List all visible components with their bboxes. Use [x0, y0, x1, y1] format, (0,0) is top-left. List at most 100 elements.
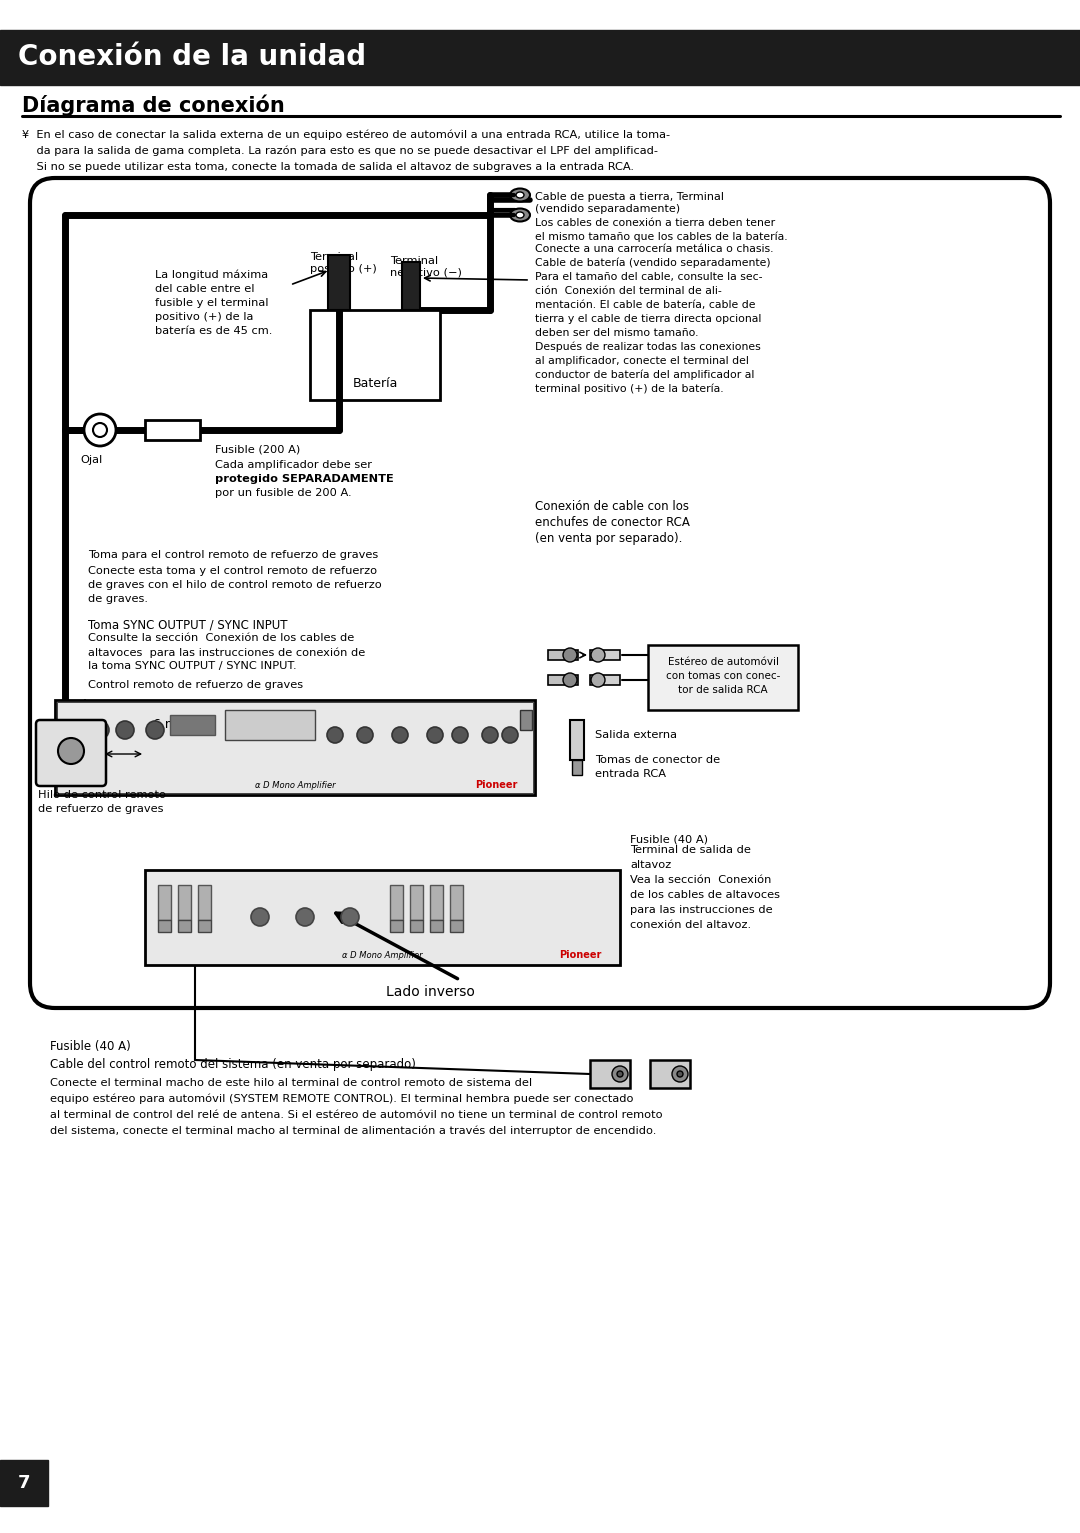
Text: al terminal de control del relé de antena. Si el estéreo de automóvil no tiene u: al terminal de control del relé de anten…: [50, 1110, 663, 1121]
Bar: [402, 262, 420, 310]
Text: protegido SEPARADAMENTE: protegido SEPARADAMENTE: [215, 474, 394, 484]
Text: da para la salida de gama completa. La razón para esto es que no se puede desact: da para la salida de gama completa. La r…: [22, 146, 658, 156]
Bar: [430, 920, 443, 932]
Text: conductor de batería del amplificador al: conductor de batería del amplificador al: [535, 369, 754, 380]
Text: de graves.: de graves.: [87, 593, 148, 604]
Bar: [57, 702, 534, 793]
Text: altavoces  para las instrucciones de conexión de: altavoces para las instrucciones de cone…: [87, 647, 365, 658]
Text: mentación. El cable de batería, cable de: mentación. El cable de batería, cable de: [535, 300, 756, 310]
Bar: [572, 760, 582, 776]
Text: Tomas de conector de: Tomas de conector de: [595, 754, 720, 765]
Bar: [60, 762, 72, 783]
Text: con tomas con conec-: con tomas con conec-: [665, 671, 780, 681]
Text: Conexión de la unidad: Conexión de la unidad: [18, 43, 366, 71]
Text: Después de realizar todas las conexiones: Después de realizar todas las conexiones: [535, 342, 760, 353]
Bar: [145, 871, 620, 964]
Circle shape: [251, 908, 269, 926]
Bar: [410, 885, 423, 920]
Text: Toma SYNC OUTPUT / SYNC INPUT: Toma SYNC OUTPUT / SYNC INPUT: [87, 618, 287, 632]
Circle shape: [482, 727, 498, 744]
Bar: [225, 710, 315, 740]
Text: deben ser del mismo tamaño.: deben ser del mismo tamaño.: [535, 328, 699, 337]
Text: Conecte esta toma y el control remoto de refuerzo: Conecte esta toma y el control remoto de…: [87, 566, 377, 576]
Text: Cable de puesta a tierra, Terminal
(vendido separadamente): Cable de puesta a tierra, Terminal (vend…: [535, 192, 724, 213]
Text: ción  Conexión del terminal de ali-: ción Conexión del terminal de ali-: [535, 287, 721, 296]
Bar: [78, 762, 90, 783]
Text: Control remoto de refuerzo de graves: Control remoto de refuerzo de graves: [87, 681, 303, 690]
Text: Terminal
positivo (+): Terminal positivo (+): [310, 251, 377, 273]
Bar: [390, 920, 403, 932]
Text: entrada RCA: entrada RCA: [595, 770, 666, 779]
Circle shape: [296, 908, 314, 926]
Bar: [328, 254, 350, 310]
Bar: [390, 885, 403, 920]
Ellipse shape: [672, 1065, 688, 1082]
Ellipse shape: [516, 192, 524, 198]
Text: 6 m: 6 m: [153, 717, 177, 731]
Text: MODE
SELECT: MODE SELECT: [181, 722, 202, 733]
Text: positivo (+) de la: positivo (+) de la: [156, 313, 254, 322]
Text: La longitud máxima: La longitud máxima: [156, 270, 268, 281]
Text: Fusible (40 A): Fusible (40 A): [630, 835, 708, 845]
Text: tor de salida RCA: tor de salida RCA: [678, 685, 768, 694]
Text: del cable entre el: del cable entre el: [156, 284, 255, 294]
Circle shape: [392, 727, 408, 744]
Bar: [548, 650, 578, 661]
Ellipse shape: [677, 1072, 683, 1078]
Text: Salida externa: Salida externa: [595, 730, 677, 740]
Text: Batería: Batería: [352, 377, 397, 389]
Bar: [55, 701, 535, 796]
Circle shape: [357, 727, 373, 744]
Text: al amplificador, conecte el terminal del: al amplificador, conecte el terminal del: [535, 356, 748, 366]
Circle shape: [502, 727, 518, 744]
Text: Si no se puede utilizar esta toma, conecte la tomada de salida el altavoz de sub: Si no se puede utilizar esta toma, conec…: [22, 162, 634, 172]
Text: ¥  En el caso de conectar la salida externa de un equipo estéreo de automóvil a : ¥ En el caso de conectar la salida exter…: [22, 130, 670, 141]
Text: Cable del control remoto del sistema (en venta por separado): Cable del control remoto del sistema (en…: [50, 1058, 416, 1072]
Text: de refuerzo de graves: de refuerzo de graves: [38, 803, 163, 814]
Text: α D Mono Amplifier: α D Mono Amplifier: [255, 780, 335, 789]
Text: Terminal
negativo (−): Terminal negativo (−): [390, 256, 462, 277]
Ellipse shape: [617, 1072, 623, 1078]
Text: Conecte a una carrocería metálica o chasis.: Conecte a una carrocería metálica o chas…: [535, 244, 773, 254]
Bar: [430, 885, 443, 920]
Bar: [0, 31, 1080, 84]
Bar: [158, 920, 171, 932]
Ellipse shape: [510, 208, 530, 221]
Text: del sistema, conecte el terminal macho al terminal de alimentación a través del : del sistema, conecte el terminal macho a…: [50, 1127, 657, 1136]
Text: altavoz: altavoz: [630, 860, 672, 871]
Bar: [170, 714, 215, 734]
Circle shape: [341, 908, 359, 926]
Bar: [410, 920, 423, 932]
Bar: [548, 675, 578, 685]
Text: Los cables de conexión a tierra deben tener: Los cables de conexión a tierra deben te…: [535, 218, 775, 228]
Text: Ojal: Ojal: [80, 455, 103, 464]
Text: terminal positivo (+) de la batería.: terminal positivo (+) de la batería.: [535, 383, 724, 394]
Text: Fusible (200 A): Fusible (200 A): [215, 445, 300, 455]
Circle shape: [591, 673, 605, 687]
FancyBboxPatch shape: [30, 178, 1050, 1009]
Text: para las instrucciones de: para las instrucciones de: [630, 904, 772, 915]
Text: conexión del altavoz.: conexión del altavoz.: [630, 920, 751, 931]
Text: 7: 7: [17, 1475, 30, 1492]
Circle shape: [327, 727, 343, 744]
Bar: [450, 920, 463, 932]
Ellipse shape: [516, 212, 524, 218]
Text: Para el tamaño del cable, consulte la sec-: Para el tamaño del cable, consulte la se…: [535, 271, 762, 282]
Bar: [158, 885, 171, 920]
Text: Hilo de control remoto: Hilo de control remoto: [38, 789, 166, 800]
Text: Conecte el terminal macho de este hilo al terminal de control remoto de sistema : Conecte el terminal macho de este hilo a…: [50, 1078, 532, 1088]
Circle shape: [93, 423, 107, 437]
Text: Cable de batería (vendido separadamente): Cable de batería (vendido separadamente): [535, 258, 771, 268]
Text: Vea la sección  Conexión: Vea la sección Conexión: [630, 875, 771, 885]
Bar: [198, 920, 211, 932]
Circle shape: [591, 648, 605, 662]
Bar: [648, 645, 798, 710]
Bar: [198, 885, 211, 920]
Circle shape: [58, 737, 84, 763]
Text: Díagrama de conexión: Díagrama de conexión: [22, 94, 285, 117]
Bar: [0, 1459, 48, 1505]
Bar: [178, 920, 191, 932]
Bar: [590, 1059, 630, 1088]
Text: la toma SYNC OUTPUT / SYNC INPUT.: la toma SYNC OUTPUT / SYNC INPUT.: [87, 661, 297, 671]
Text: Cada amplificador debe ser: Cada amplificador debe ser: [215, 460, 372, 471]
